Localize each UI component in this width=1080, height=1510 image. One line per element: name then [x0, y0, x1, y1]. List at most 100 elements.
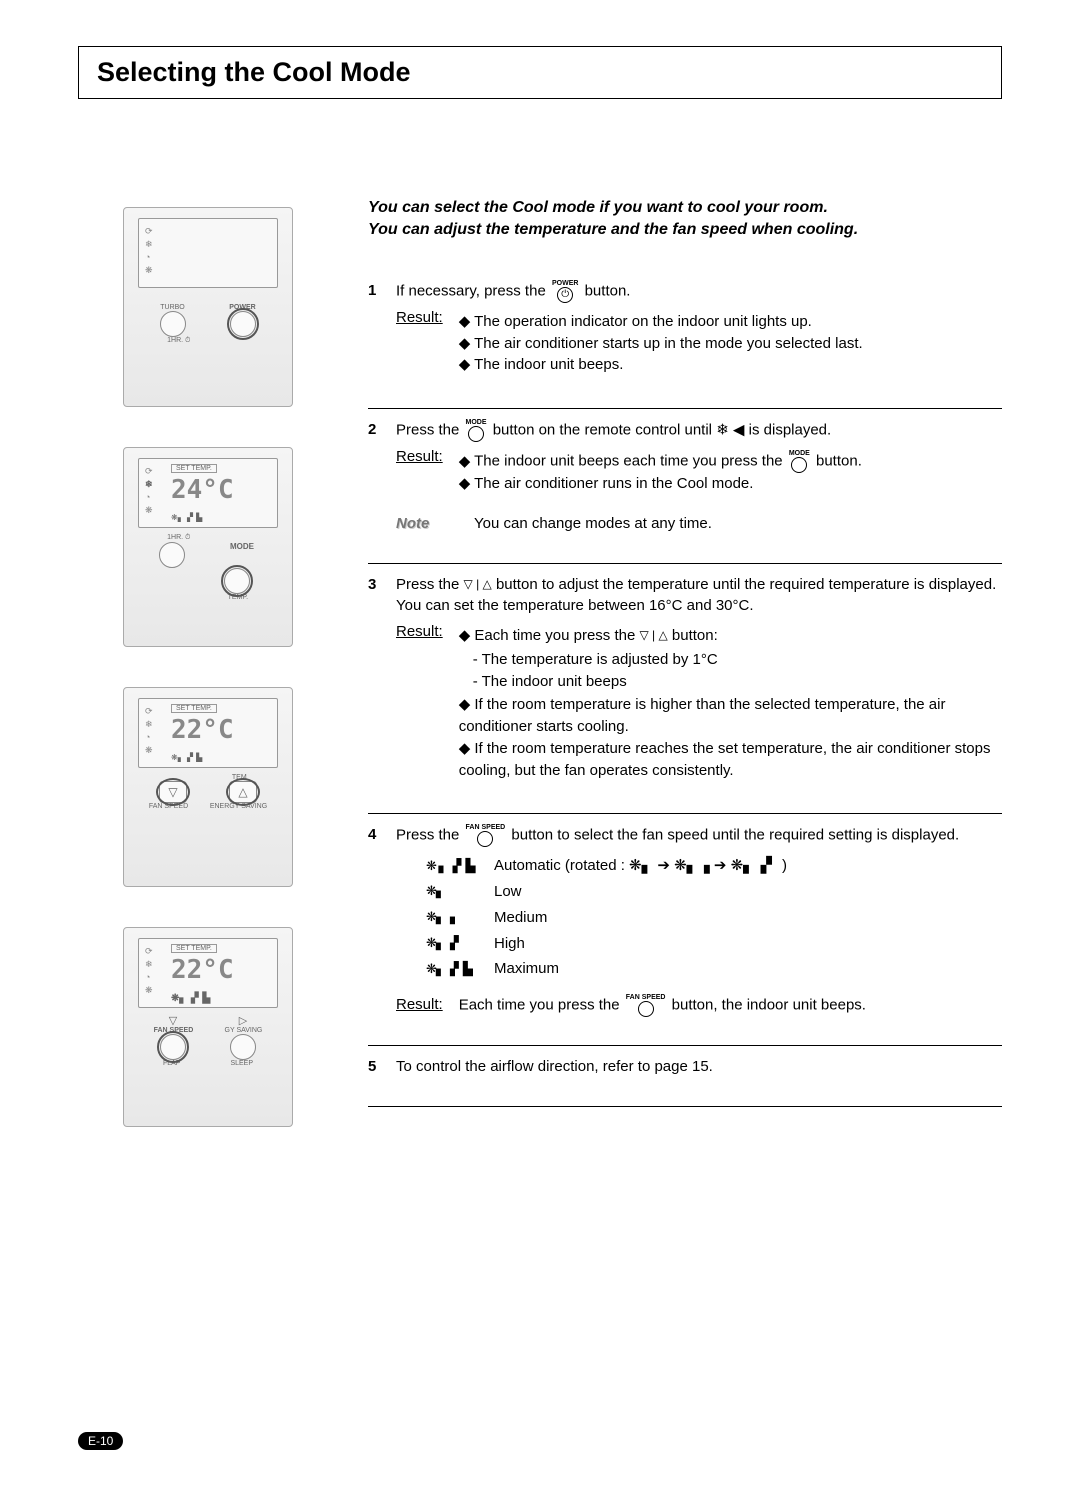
onehr-label: 1HR. ⏱ [167, 337, 190, 345]
step-1: 1 If necessary, press the POWER ⏻ button… [368, 270, 1002, 380]
step-5-num: 5 [368, 1056, 396, 1078]
end-rule [368, 1106, 1002, 1107]
settemp-label-3: SET TEMP. [171, 944, 217, 953]
temp-22a: 22°C [171, 715, 273, 745]
step-1-text-a: If necessary, press the [396, 282, 550, 299]
bullet: The operation indicator on the indoor un… [459, 311, 863, 333]
settemp-label: SET TEMP. [171, 464, 217, 473]
fan-level-label: Automatic (rotated : ❋▖ ➔ ❋▖▗ ➔ ❋▖▗▘ ) [494, 855, 787, 877]
temp-up-button-icon: △ [229, 781, 257, 803]
step-3-bullets: Each time you press the ▽ | △ button: Th… [459, 625, 1002, 781]
fan-level-table: ❋ ▖▗▘▙ Automatic (rotated : ❋▖ ➔ ❋▖▗ ➔ ❋… [426, 855, 1002, 980]
instructions: You can select the Cool mode if you want… [368, 137, 1002, 1167]
step-4-num: 4 [368, 824, 396, 1017]
step-4-line1-a: Press the [396, 827, 464, 844]
mode-button-icon [224, 568, 250, 594]
bullet: The indoor unit beeps each time you pres… [459, 450, 862, 473]
step-4: 4 Press the FAN SPEED button to select t… [368, 813, 1002, 1017]
result-label: Result: [396, 307, 443, 380]
remote-thumb-4: ⟳❄◔❋ SET TEMP. 22°C ❋▖▗▘▙ ▽▷ FAN SPEED G… [123, 927, 293, 1127]
mode-button-inline-icon: MODE [466, 419, 487, 442]
energy-button-icon [230, 1034, 256, 1060]
step-1-bullets: The operation indicator on the indoor un… [459, 311, 863, 376]
onehr-label-2: 1HR. ⏱ [167, 534, 190, 542]
page-title: Selecting the Cool Mode [97, 57, 983, 88]
temp-22b: 22°C [171, 955, 273, 985]
bullet: The air conditioner runs in the Cool mod… [459, 473, 862, 495]
remote-thumb-2: ⟳❄◔❋ SET TEMP. 24°C ❋▖▗▘▙ 1HR. ⏱ MODE TE… [123, 447, 293, 647]
bullet: The indoor unit beeps. [459, 354, 863, 376]
temp-arrows-icon: ▽ | △ [464, 576, 492, 593]
title-box: Selecting the Cool Mode [78, 46, 1002, 99]
fan-level-label: Low [494, 881, 522, 903]
step-2-text-a: Press the [396, 422, 464, 439]
fan-level-label: Medium [494, 907, 547, 929]
step-4-result-text: Each time you press the FAN SPEED button… [459, 994, 866, 1017]
intro-line-2: You can adjust the temperature and the f… [368, 221, 858, 238]
step-2-num: 2 [368, 419, 396, 535]
settemp-label-2: SET TEMP. [171, 704, 217, 713]
fan-glyph-icon: ❋▖ [426, 882, 476, 901]
fan-level-row: ❋▖▗▘ High [426, 933, 1002, 955]
sub-bullets: The temperature is adjusted by 1°C The i… [459, 649, 1002, 693]
remote-illustrations: ⟳❄◔❋ TURBO POWER 1HR. ⏱ ⟳❄◔❋ [78, 137, 338, 1167]
remote-thumb-3: ⟳❄◔❋ SET TEMP. 22°C ❋▖▗▘▙ TEM ▽ △ FAN SP… [123, 687, 293, 887]
result-label: Result: [396, 994, 443, 1017]
fan-level-label: High [494, 933, 525, 955]
sub-bullet: The indoor unit beeps [473, 671, 1002, 693]
content-columns: ⟳❄◔❋ TURBO POWER 1HR. ⏱ ⟳❄◔❋ [78, 137, 1002, 1167]
bullet: If the room temperature reaches the set … [459, 738, 1002, 782]
fan-level-row: ❋▖▗▘▙ Maximum [426, 958, 1002, 980]
blank-button-icon [159, 542, 185, 568]
bullet: The air conditioner starts up in the mod… [459, 333, 863, 355]
manual-page: Selecting the Cool Mode ⟳❄◔❋ TURBO POWER [0, 0, 1080, 1510]
power-button-icon [230, 311, 256, 337]
step-2-bullets: The indoor unit beeps each time you pres… [459, 450, 862, 495]
power-button-inline-icon: POWER ⏻ [552, 280, 578, 303]
step-5-text: To control the airflow direction, refer … [396, 1058, 713, 1075]
fan-glyph-icon: ❋▖▗▘▙ [426, 960, 476, 979]
mode-label: MODE [227, 542, 257, 568]
note-row: Note You can change modes at any time. [396, 513, 1002, 535]
fan-level-label: Maximum [494, 958, 559, 980]
bullet: Each time you press the ▽ | △ button: Th… [459, 625, 1002, 692]
cool-symbol-icon: ❄ ◀ [716, 422, 744, 439]
note-label: Note [396, 513, 444, 535]
fan-level-row: ❋▖▗ Medium [426, 907, 1002, 929]
note-text: You can change modes at any time. [474, 513, 712, 535]
sleep-label: SLEEP [230, 1060, 253, 1067]
step-5: 5 To control the airflow direction, refe… [368, 1045, 1002, 1078]
step-3-num: 3 [368, 574, 396, 786]
step-3: 3 Press the ▽ | △ button to adjust the t… [368, 563, 1002, 786]
fan-glyph-icon: ❋▖▗ [426, 908, 476, 927]
fanspeed-button-icon [160, 1034, 186, 1060]
step-3-line2: You can set the temperature between 16°C… [396, 597, 754, 614]
bullet: If the room temperature is higher than t… [459, 694, 1002, 738]
turbo-label: TURBO [160, 304, 185, 311]
fan-glyph-icon: ❋▖▗▘ [426, 934, 476, 953]
result-label: Result: [396, 446, 443, 499]
remote-thumb-1: ⟳❄◔❋ TURBO POWER 1HR. ⏱ [123, 207, 293, 407]
fanspeed-button-inline-icon: FAN SPEED [466, 824, 506, 847]
temp-down-button-icon: ▽ [159, 781, 187, 803]
gysaving-label: GY SAVING [225, 1027, 263, 1034]
page-number-badge: E-10 [78, 1432, 123, 1450]
temp-arrows-icon: ▽ | △ [639, 627, 667, 644]
fan-level-row: ❋▖ Low [426, 881, 1002, 903]
fan-level-row: ❋ ▖▗▘▙ Automatic (rotated : ❋▖ ➔ ❋▖▗ ➔ ❋… [426, 855, 1002, 877]
step-1-num: 1 [368, 280, 396, 380]
turbo-button-icon [160, 311, 186, 337]
intro-line-1: You can select the Cool mode if you want… [368, 199, 828, 216]
temp-24: 24°C [171, 475, 273, 505]
step-2-text-b: button on the remote control until [493, 422, 716, 439]
step-3-line1-a: Press the [396, 576, 464, 593]
intro-text: You can select the Cool mode if you want… [368, 197, 1002, 242]
step-1-text-b: button. [585, 282, 631, 299]
step-4-line1-b: button to select the fan speed until the… [511, 827, 959, 844]
step-2: 2 Press the MODE button on the remote co… [368, 408, 1002, 535]
fan-glyph-icon: ❋ ▖▗▘▙ [426, 857, 476, 876]
mode-button-inline-icon: MODE [789, 450, 810, 473]
sub-bullet: The temperature is adjusted by 1°C [473, 649, 1002, 671]
result-label: Result: [396, 621, 443, 785]
step-2-text-c: is displayed. [749, 422, 832, 439]
